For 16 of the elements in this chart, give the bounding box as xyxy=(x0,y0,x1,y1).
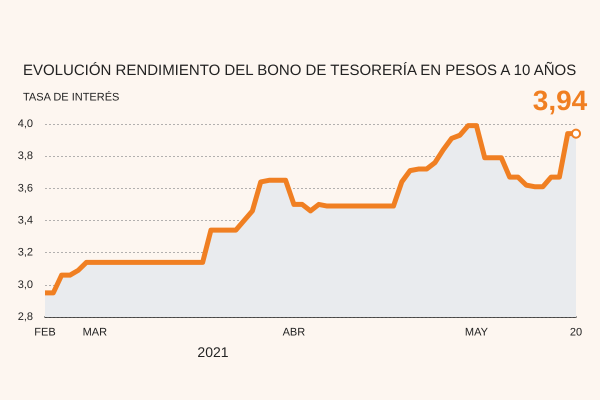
y-tick-label: 3,4 xyxy=(18,214,33,226)
y-tick-label: 3,2 xyxy=(18,246,33,259)
y-axis-title: TASA DE INTERÉS xyxy=(23,90,120,104)
x-tick-label: 20 xyxy=(570,326,582,338)
y-tick-label: 2,8 xyxy=(18,311,33,323)
y-tick-label: 3,8 xyxy=(18,150,33,162)
x-tick-label: ABR xyxy=(282,326,306,338)
y-tick-label: 3,0 xyxy=(18,278,33,291)
annotation: 3,94 xyxy=(532,85,588,116)
x-tick-label: FEB xyxy=(34,326,56,338)
y-tick-label: 3,6 xyxy=(18,182,33,194)
chart-title: EVOLUCIÓN RENDIMIENTO DEL BONO DE TESORERÍA EN PESOS A 10 AÑOS xyxy=(23,61,576,79)
x-tick-label: MAR xyxy=(82,326,108,338)
y-tick-label: 4,0 xyxy=(18,118,33,130)
x-axis-title: 2021 xyxy=(197,344,229,360)
x-tick-label: MAY xyxy=(464,326,489,338)
